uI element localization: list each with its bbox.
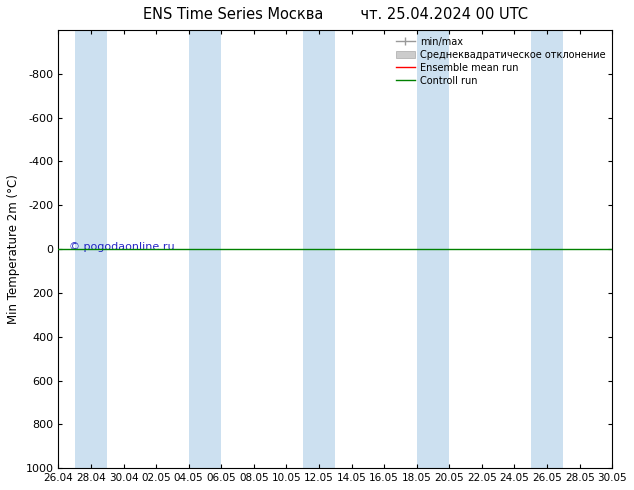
Title: ENS Time Series Москва        чт. 25.04.2024 00 UTC: ENS Time Series Москва чт. 25.04.2024 00… bbox=[143, 7, 527, 22]
Bar bbox=[75, 30, 107, 468]
Bar bbox=[189, 30, 221, 468]
Text: © pogodaonline.ru: © pogodaonline.ru bbox=[70, 242, 175, 252]
Bar bbox=[417, 30, 450, 468]
Legend: min/max, Среднеквадратическое отклонение, Ensemble mean run, Controll run: min/max, Среднеквадратическое отклонение… bbox=[392, 33, 609, 90]
Y-axis label: Min Temperature 2m (°C): Min Temperature 2m (°C) bbox=[7, 174, 20, 324]
Bar bbox=[302, 30, 335, 468]
Bar bbox=[531, 30, 564, 468]
